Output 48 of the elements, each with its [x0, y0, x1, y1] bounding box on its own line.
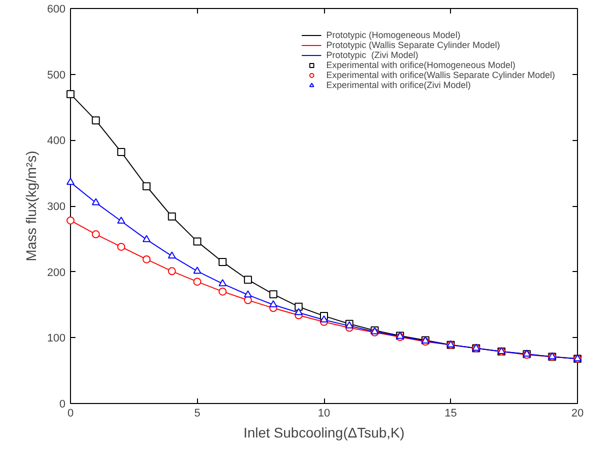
- y-axis-title: Mass flux(kg/m²s): [23, 150, 40, 262]
- x-tick-label: 0: [67, 408, 74, 420]
- point: [294, 302, 303, 311]
- y-tick-label: 600: [47, 4, 66, 16]
- point: [269, 290, 278, 298]
- point: [66, 178, 74, 185]
- point: [117, 216, 126, 224]
- legend-label: Experimental with orifice(Homogeneous Model): [326, 60, 516, 70]
- point: [193, 278, 202, 286]
- legend-label: Experimental with orifice(Wallis Separate Cylinder Model): [326, 70, 555, 80]
- y-tick-label: 200: [47, 266, 66, 279]
- point: [66, 216, 74, 224]
- point: [142, 182, 151, 190]
- x-tick-label: 10: [318, 408, 330, 420]
- y-tick-label: 100: [47, 332, 66, 345]
- point: [218, 258, 227, 266]
- point: [92, 198, 100, 206]
- point: [92, 116, 100, 124]
- point: [168, 212, 176, 221]
- point: [168, 267, 176, 276]
- x-tick-label: 5: [194, 408, 200, 420]
- point: [244, 276, 252, 284]
- point: [294, 308, 303, 316]
- legend-label: Prototypic (Wallis Separate Cylinder Model): [326, 40, 500, 50]
- x-axis-title: Inlet Subcooling(ΔTsub,K): [243, 424, 405, 440]
- point: [218, 288, 227, 296]
- point: [168, 251, 176, 259]
- point: [142, 255, 151, 264]
- point: [320, 315, 328, 322]
- x-tick-label: 20: [571, 408, 584, 420]
- point: [92, 230, 100, 238]
- point: [117, 242, 126, 251]
- point: [269, 300, 278, 308]
- point: [193, 266, 202, 274]
- legend-label: Experimental with orifice(Zivi Model): [326, 80, 471, 90]
- point: [66, 90, 74, 98]
- point: [142, 235, 151, 242]
- x-tick-label: 15: [444, 408, 457, 420]
- point: [244, 290, 252, 298]
- y-tick-label: 400: [47, 135, 66, 148]
- y-tick-label: 300: [47, 201, 66, 213]
- point: [193, 238, 202, 246]
- y-tick-label: 500: [47, 69, 66, 82]
- y-tick-label: 0: [59, 398, 66, 410]
- point: [218, 279, 227, 286]
- legend-label: Prototypic (Homogeneous Model): [326, 30, 460, 40]
- legend-label: Prototypic (Zivi Model): [326, 50, 418, 60]
- point: [117, 148, 126, 156]
